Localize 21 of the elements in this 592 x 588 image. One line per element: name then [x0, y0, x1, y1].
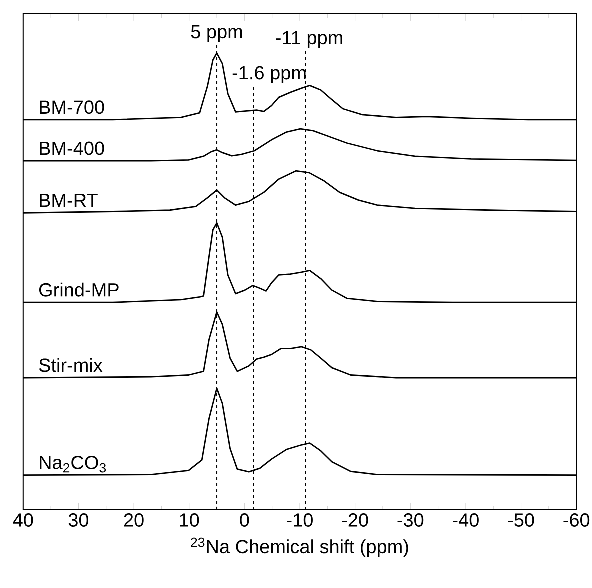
- x-tick-label: -40: [453, 514, 479, 527]
- x-tick-label: -10: [287, 514, 313, 527]
- ref-line-label: 5 ppm: [191, 25, 242, 42]
- x-tick-label: 40: [13, 514, 34, 527]
- x-tick-label: 20: [124, 514, 144, 527]
- series-label: Stir-mix: [39, 358, 103, 372]
- series-label: BM-700: [40, 100, 104, 114]
- x-tick-label: 10: [180, 514, 200, 527]
- x-tick-label: -50: [508, 514, 534, 527]
- x-tick-label: 0: [240, 514, 250, 527]
- series-label: BM-RT: [40, 194, 98, 208]
- x-axis-title: $^{23}$Na Chemical shift (ppm): [191, 538, 408, 558]
- series-label: Na$_{2}$CO$_{3}$: [40, 456, 106, 473]
- x-tick-label: -60: [564, 514, 590, 527]
- x-tick-label: -20: [342, 514, 368, 527]
- series-label: BM-400: [40, 142, 104, 156]
- x-tick-label: -30: [398, 514, 424, 527]
- ref-line-label: -1.6 ppm: [232, 66, 306, 84]
- series-label: Grind-MP: [39, 282, 119, 297]
- x-tick-label: 30: [68, 514, 89, 527]
- ref-line-label: -11 ppm: [276, 31, 342, 48]
